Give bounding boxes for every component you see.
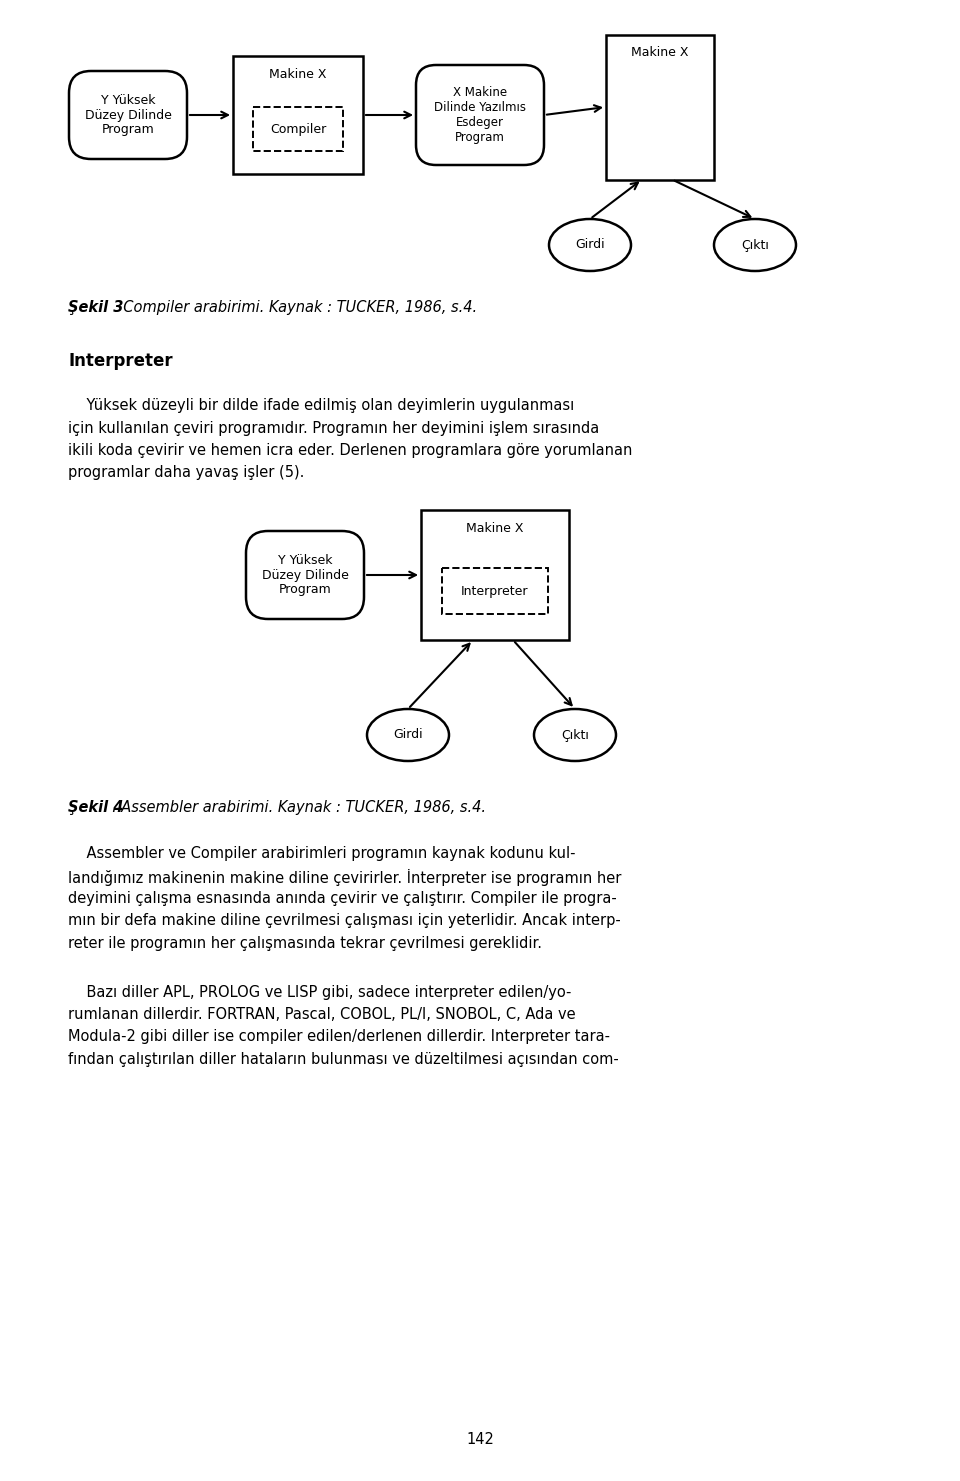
Text: Y Yüksek
Düzey Dilinde
Program: Y Yüksek Düzey Dilinde Program (84, 93, 172, 136)
Text: Makine X: Makine X (632, 46, 688, 59)
Text: ikili koda çevirir ve hemen icra eder. Derlenen programlara göre yorumlanan: ikili koda çevirir ve hemen icra eder. D… (68, 443, 633, 458)
Ellipse shape (714, 219, 796, 271)
Text: 142: 142 (466, 1432, 494, 1447)
Text: Çıktı: Çıktı (741, 238, 769, 252)
Bar (421, 509, 569, 640)
Text: reter ile programın her çalışmasında tekrar çevrilmesi gereklidir.: reter ile programın her çalışmasında tek… (68, 936, 542, 951)
Ellipse shape (549, 219, 631, 271)
Text: X Makine
Dilinde Yazılmıs
Esdeger
Program: X Makine Dilinde Yazılmıs Esdeger Progra… (434, 86, 526, 144)
Text: landığımız makinenin makine diline çevirirler. İnterpreter ise programın her: landığımız makinenin makine diline çevir… (68, 868, 621, 886)
Text: Yüksek düzeyli bir dilde ifade edilmiş olan deyimlerin uygulanması: Yüksek düzeyli bir dilde ifade edilmiş o… (68, 398, 574, 413)
Text: Makine X: Makine X (467, 521, 524, 535)
Text: mın bir defa makine diline çevrilmesi çalışması için yeterlidir. Ancak interp-: mın bir defa makine diline çevrilmesi ça… (68, 914, 621, 929)
Text: Girdi: Girdi (394, 729, 422, 742)
Text: Şekil 3: Şekil 3 (68, 301, 124, 315)
Text: Çıktı: Çıktı (561, 729, 588, 742)
Text: Girdi: Girdi (575, 238, 605, 252)
Bar (442, 569, 548, 615)
Text: Makine X: Makine X (269, 68, 326, 80)
Text: Compiler: Compiler (270, 123, 326, 135)
FancyBboxPatch shape (69, 71, 187, 158)
Text: Assembler ve Compiler arabirimleri programın kaynak kodunu kul-: Assembler ve Compiler arabirimleri progr… (68, 846, 575, 860)
Text: deyimini çalışma esnasında anında çevirir ve çalıştırır. Compiler ile progra-: deyimini çalışma esnasında anında çeviri… (68, 892, 616, 906)
Text: Şekil 4: Şekil 4 (68, 800, 124, 815)
Text: Modula-2 gibi diller ise compiler edilen/derlenen dillerdir. Interpreter tara-: Modula-2 gibi diller ise compiler edilen… (68, 1029, 610, 1044)
FancyBboxPatch shape (416, 65, 544, 164)
Bar (233, 56, 363, 173)
Text: rumlanan dillerdir. FORTRAN, Pascal, COBOL, PL/I, SNOBOL, C, Ada ve: rumlanan dillerdir. FORTRAN, Pascal, COB… (68, 1007, 576, 1022)
Text: Bazı diller APL, PROLOG ve LISP gibi, sadece interpreter edilen/yo-: Bazı diller APL, PROLOG ve LISP gibi, sa… (68, 985, 571, 1000)
Text: Y Yüksek
Düzey Dilinde
Program: Y Yüksek Düzey Dilinde Program (261, 554, 348, 597)
Bar (606, 34, 714, 179)
Text: . Compiler arabirimi. Kaynak : TUCKER, 1986, s.4.: . Compiler arabirimi. Kaynak : TUCKER, 1… (114, 301, 477, 315)
Ellipse shape (534, 709, 616, 761)
Text: . Assembler arabirimi. Kaynak : TUCKER, 1986, s.4.: . Assembler arabirimi. Kaynak : TUCKER, … (112, 800, 486, 815)
FancyBboxPatch shape (246, 532, 364, 619)
Bar (253, 107, 343, 151)
Text: Interpreter: Interpreter (461, 585, 529, 597)
Text: Interpreter: Interpreter (68, 352, 173, 370)
Text: programlar daha yavaş işler (5).: programlar daha yavaş işler (5). (68, 465, 304, 480)
Text: fından çalıştırılan diller hataların bulunması ve düzeltilmesi açısından com-: fından çalıştırılan diller hataların bul… (68, 1052, 619, 1066)
Text: için kullanılan çeviri programıdır. Programın her deyimini işlem sırasında: için kullanılan çeviri programıdır. Prog… (68, 421, 599, 435)
Ellipse shape (367, 709, 449, 761)
